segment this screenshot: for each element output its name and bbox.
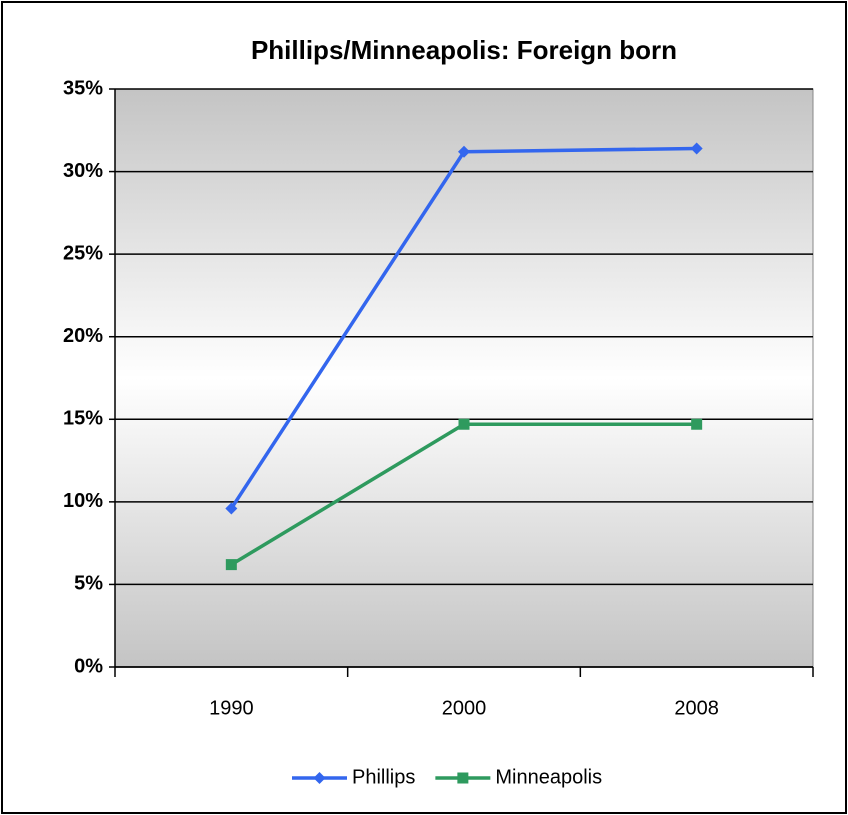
marker — [313, 772, 326, 784]
marker — [225, 559, 237, 571]
plot-area — [114, 88, 814, 668]
x-tick-label: 2000 — [442, 697, 487, 719]
marker — [458, 418, 470, 430]
marker — [691, 418, 703, 430]
x-tick-label: 1990 — [209, 697, 254, 719]
chart-title: Phillips/Minneapolis: Foreign born — [251, 35, 677, 65]
y-tick-label: 5% — [74, 573, 103, 595]
y-tick-label: 25% — [63, 242, 103, 264]
y-tick-label: 35% — [63, 77, 103, 99]
legend-label: Minneapolis — [495, 766, 602, 788]
x-tick-label: 2008 — [674, 697, 719, 719]
y-tick-label: 15% — [63, 408, 103, 430]
marker — [457, 772, 469, 784]
y-tick-label: 20% — [63, 325, 103, 347]
marker — [225, 502, 238, 515]
y-tick-label: 30% — [63, 160, 103, 182]
marker — [690, 142, 703, 155]
legend-label: Phillips — [352, 766, 415, 788]
marker — [458, 145, 470, 158]
y-tick-label: 10% — [63, 490, 103, 512]
y-tick-label: 0% — [74, 655, 103, 677]
